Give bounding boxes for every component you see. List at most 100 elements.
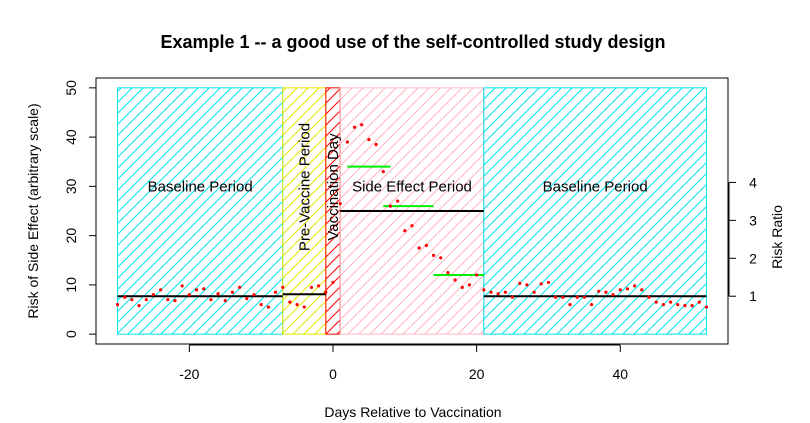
region-pre-vaccine-period-1 xyxy=(282,87,327,335)
right-axis-label: Risk Ratio xyxy=(769,205,785,269)
right-tick-label: 2 xyxy=(749,250,757,266)
data-point xyxy=(374,142,378,147)
data-point xyxy=(273,290,278,294)
period-labels: Baseline Period Pre-Vaccine Period Vaccina… xyxy=(148,123,648,251)
axes: -20 0 20 40 0 10 20 30 40 50 1 2 3 4 xyxy=(63,80,757,382)
y-tick-label: 20 xyxy=(63,228,79,244)
data-point xyxy=(173,299,177,303)
data-point xyxy=(640,288,644,292)
data-point xyxy=(697,300,701,304)
y-tick-label: 50 xyxy=(63,80,79,96)
data-point xyxy=(489,290,493,294)
data-point xyxy=(209,298,213,302)
data-point xyxy=(317,284,321,288)
data-point xyxy=(683,303,687,308)
data-point xyxy=(151,293,156,297)
data-point xyxy=(546,280,551,285)
data-point xyxy=(690,303,694,308)
data-points xyxy=(115,123,709,309)
data-point xyxy=(561,295,565,299)
data-point xyxy=(668,300,673,304)
data-point xyxy=(331,280,335,285)
data-point xyxy=(611,293,615,297)
data-point xyxy=(625,287,630,291)
x-tick-label: -20 xyxy=(179,366,199,382)
data-point xyxy=(532,290,536,294)
mean-lines xyxy=(117,165,707,298)
data-point xyxy=(647,295,651,299)
data-point xyxy=(230,290,235,294)
region-label-1: Pre-Vaccine Period xyxy=(296,123,313,251)
region-label-3: Side Effect Period xyxy=(352,178,472,195)
data-point xyxy=(518,281,522,286)
data-point xyxy=(288,300,292,304)
data-point xyxy=(252,293,256,297)
data-point xyxy=(618,288,622,292)
data-point xyxy=(123,295,127,299)
data-point xyxy=(510,295,515,299)
y-axis-label: Risk of Side Effect (arbitrary scale) xyxy=(25,103,41,318)
data-point xyxy=(166,298,170,302)
data-point xyxy=(180,284,184,288)
data-point xyxy=(259,302,263,307)
data-point xyxy=(597,289,601,293)
data-point xyxy=(503,290,507,294)
data-point xyxy=(604,290,608,294)
data-point xyxy=(115,302,120,307)
data-point xyxy=(439,256,443,260)
data-point xyxy=(539,282,543,286)
region-baseline-period-0 xyxy=(117,87,284,335)
y-tick-label: 30 xyxy=(63,178,79,194)
data-point xyxy=(589,302,594,307)
data-point xyxy=(345,140,349,144)
data-point xyxy=(295,302,299,307)
chart-title: Example 1 -- a good use of the self-cont… xyxy=(160,32,665,52)
region-label-2: Vaccination Day xyxy=(325,133,342,241)
data-point xyxy=(324,290,328,294)
data-point xyxy=(144,298,148,302)
region-label-0: Baseline Period xyxy=(148,178,253,195)
data-point xyxy=(410,224,414,228)
data-point xyxy=(676,302,680,307)
data-point xyxy=(216,292,220,296)
data-point xyxy=(496,292,500,296)
data-point xyxy=(187,293,191,297)
data-point xyxy=(309,285,314,289)
data-point xyxy=(388,204,393,208)
data-point xyxy=(424,243,428,248)
data-point xyxy=(417,246,421,250)
x-tick-label: 40 xyxy=(612,366,628,382)
data-point xyxy=(352,125,357,129)
data-point xyxy=(575,295,579,299)
right-tick-label: 3 xyxy=(749,212,757,228)
data-point xyxy=(202,287,206,291)
data-point xyxy=(460,285,464,289)
data-point xyxy=(654,300,658,304)
x-axis-label: Days Relative to Vaccination xyxy=(324,404,501,420)
data-point xyxy=(554,295,558,299)
data-point xyxy=(446,270,450,275)
data-point xyxy=(159,288,163,292)
data-point xyxy=(704,305,709,309)
data-point xyxy=(403,229,407,233)
y-tick-label: 10 xyxy=(63,277,79,293)
x-tick-label: 20 xyxy=(469,366,485,382)
region-label-4: Baseline Period xyxy=(543,178,648,195)
data-point xyxy=(367,137,371,142)
data-point xyxy=(467,283,472,287)
data-point xyxy=(245,297,249,301)
data-point xyxy=(238,285,242,289)
data-point xyxy=(130,298,134,302)
data-point xyxy=(525,283,529,287)
data-point xyxy=(475,273,479,277)
data-point xyxy=(633,284,637,288)
data-point xyxy=(281,285,285,289)
data-point xyxy=(453,278,457,282)
region-baseline-period-4 xyxy=(483,87,707,335)
period-regions xyxy=(117,87,707,335)
data-point xyxy=(568,302,572,307)
data-point xyxy=(396,199,400,203)
data-point xyxy=(137,303,141,308)
data-point xyxy=(338,202,342,206)
